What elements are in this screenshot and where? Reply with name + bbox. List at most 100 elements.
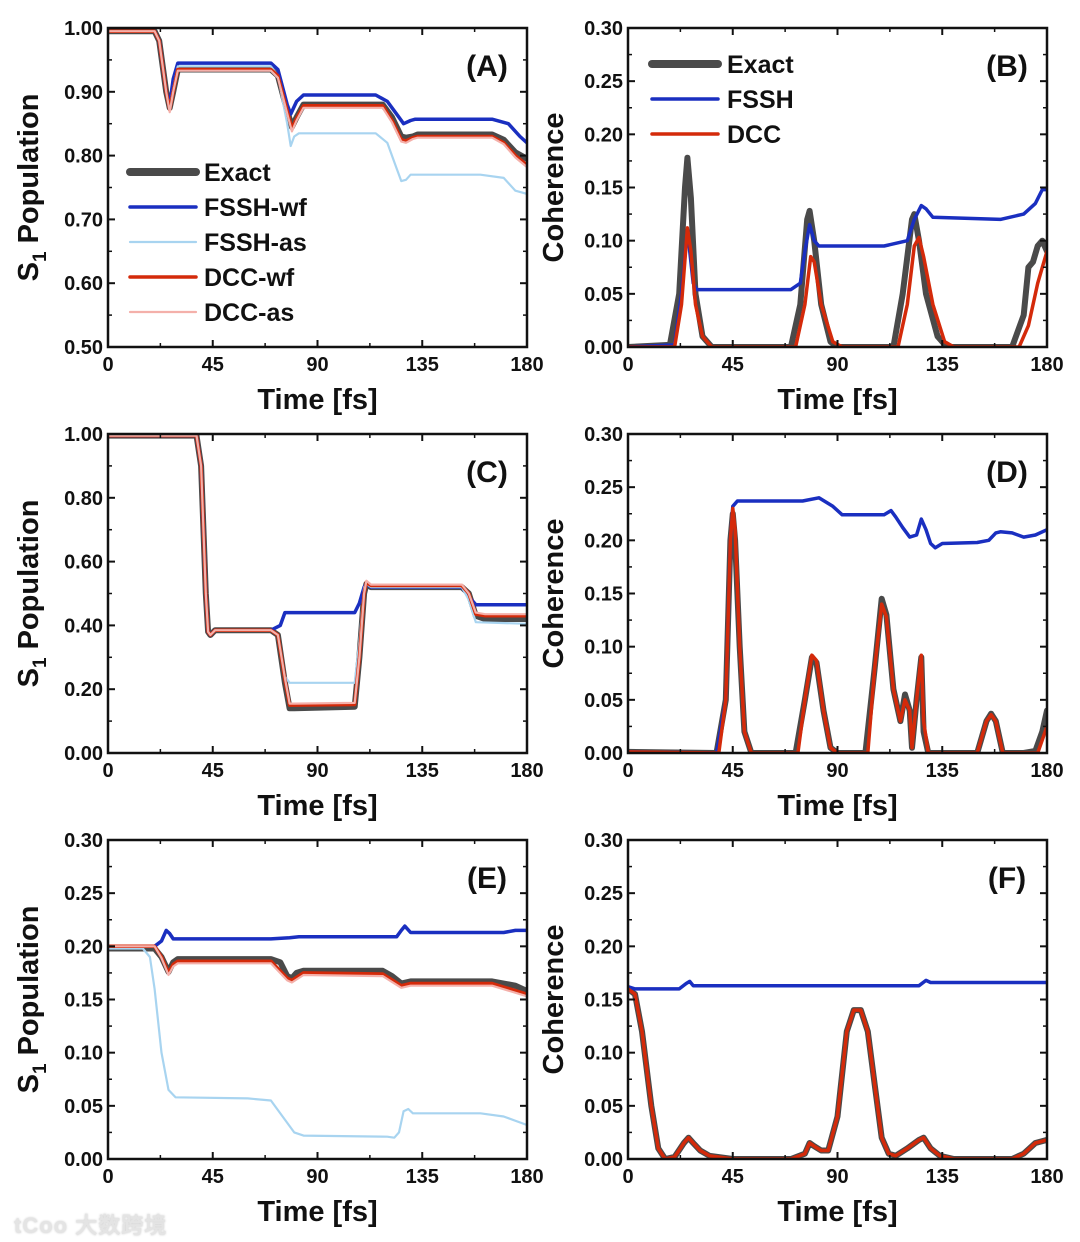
panel-label: (D): [986, 456, 1028, 489]
series-line-dcc-as: [108, 434, 527, 705]
x-tick-label: 45: [722, 354, 744, 376]
x-tick-label: 0: [622, 1166, 633, 1188]
x-tick-label: 90: [826, 354, 848, 376]
x-tick-label: 135: [406, 1166, 439, 1188]
x-axis-title: Time [fs]: [777, 384, 897, 416]
panel-d: 0 45 90 135 180 0.00 0.05 0.10 0.15 0.20 0.25 0.30 T…: [538, 424, 1064, 822]
y-tick-label: 0.30: [584, 18, 623, 40]
y-tick-label: 0.25: [64, 883, 103, 905]
y-tick-label: 0.00: [64, 1149, 103, 1171]
panel-e: 0 45 90 135 180 0.00 0.05 0.10 0.15 0.20 0.25 0.30 T…: [13, 830, 544, 1228]
x-tick-label: 135: [926, 354, 959, 376]
y-tick-label: 0.05: [64, 1096, 103, 1118]
y-tick-label: 0.25: [584, 477, 623, 499]
y-tick-label: 0.70: [64, 209, 103, 231]
x-tick-label: 180: [510, 760, 543, 782]
y-tick-label: 0.00: [64, 743, 103, 765]
x-tick-label: 0: [622, 760, 633, 782]
y-axis-title: S1 Population: [13, 906, 51, 1094]
series-line-fssh: [628, 978, 1047, 991]
y-tick-label: 0.10: [584, 637, 623, 659]
series-line-exact: [108, 434, 527, 712]
x-tick-label: 90: [826, 1166, 848, 1188]
x-tick-label: 90: [306, 1166, 328, 1188]
y-tick-label: 0.30: [584, 424, 623, 446]
y-tick-label: 0.00: [584, 743, 623, 765]
x-tick-label: 90: [826, 760, 848, 782]
y-axis-title-main: S: [13, 668, 45, 687]
y-axis-title-main: Coherence: [538, 113, 570, 263]
y-axis-title-subscript: 1: [30, 251, 51, 262]
plot-frame: [626, 432, 1049, 755]
y-tick-label: 0.10: [584, 231, 623, 253]
series-line-dcc: [628, 226, 1047, 347]
panel-label: (A): [466, 50, 508, 83]
series-line-exact: [628, 985, 1047, 1159]
x-tick-label: 180: [1030, 1166, 1063, 1188]
x-tick-label: 135: [406, 760, 439, 782]
y-axis-title: S1 Population: [13, 500, 51, 688]
series-line-fssh-as: [108, 947, 527, 1139]
y-tick-label: 0.60: [64, 552, 103, 574]
x-axis-title: Time [fs]: [777, 1196, 897, 1228]
series-line-exact: [628, 510, 1047, 753]
series-line-fssh: [628, 496, 1047, 753]
y-tick-label: 0.80: [64, 488, 103, 510]
series-line-fssh-wf: [108, 29, 527, 145]
y-axis-title-main: S: [13, 262, 45, 281]
y-tick-label: 0.60: [64, 273, 103, 295]
series-line-dcc-wf: [108, 434, 527, 707]
y-axis-title-subscript: 1: [30, 1063, 51, 1074]
x-tick-label: 45: [722, 760, 744, 782]
y-tick-label: 0.50: [64, 337, 103, 359]
x-tick-label: 90: [306, 760, 328, 782]
x-tick-label: 135: [406, 354, 439, 376]
series-line-dcc-as: [108, 945, 527, 998]
panel-b: 0 45 90 135 180 0.00 0.05 0.10 0.15 0.20 0.25 0.30 T…: [538, 18, 1064, 416]
y-tick-label: 0.25: [584, 71, 623, 93]
series-line-fssh-wf: [108, 434, 527, 637]
watermark: tCoo 大数跨境: [14, 1213, 168, 1238]
y-tick-label: 0.20: [64, 679, 103, 701]
y-tick-label: 0.15: [584, 990, 623, 1012]
y-tick-label: 0.15: [64, 990, 103, 1012]
x-tick-label: 45: [202, 1166, 224, 1188]
series-line-fssh-wf: [108, 924, 527, 949]
x-tick-label: 180: [1030, 760, 1063, 782]
x-tick-label: 45: [722, 1166, 744, 1188]
y-tick-label: 0.40: [64, 615, 103, 637]
x-tick-label: 180: [510, 1166, 543, 1188]
y-tick-label: 0.05: [584, 690, 623, 712]
y-tick-label: 0.05: [584, 1096, 623, 1118]
y-tick-label: 0.15: [584, 584, 623, 606]
y-tick-label: 0.20: [584, 530, 623, 552]
y-tick-label: 0.10: [64, 1043, 103, 1065]
series-line-dcc-wf: [108, 29, 527, 167]
x-tick-label: 180: [1030, 354, 1063, 376]
series-line-dcc-as: [108, 30, 527, 169]
x-tick-label: 45: [202, 760, 224, 782]
y-tick-label: 0.20: [584, 124, 623, 146]
y-tick-label: 0.30: [64, 830, 103, 852]
y-axis-title-main: S: [13, 1074, 45, 1093]
y-tick-label: 0.05: [584, 284, 623, 306]
x-tick-label: 0: [622, 354, 633, 376]
legend: Exact FSSH-wf FSSH-as DCC-wf DCC-as: [126, 159, 307, 327]
y-tick-label: 0.00: [584, 337, 623, 359]
x-tick-label: 0: [102, 1166, 113, 1188]
y-tick-label: 0.80: [64, 146, 103, 168]
y-tick-label: 0.20: [584, 936, 623, 958]
y-tick-label: 0.30: [584, 830, 623, 852]
legend: Exact FSSH DCC: [648, 51, 794, 149]
panel-c: 0 45 90 135 180 0.00 0.20 0.40 0.60 0.80 1.00 Time …: [13, 424, 544, 822]
y-tick-label: 0.90: [64, 82, 103, 104]
legend-label: DCC: [727, 121, 781, 149]
y-tick-label: 1.00: [64, 18, 103, 40]
x-tick-label: 90: [306, 354, 328, 376]
x-tick-label: 180: [510, 354, 543, 376]
panel-label: (F): [988, 862, 1026, 895]
panel-label: (E): [467, 862, 507, 895]
y-axis-title-rest: Population: [13, 500, 45, 658]
panel-label: (B): [986, 50, 1028, 83]
